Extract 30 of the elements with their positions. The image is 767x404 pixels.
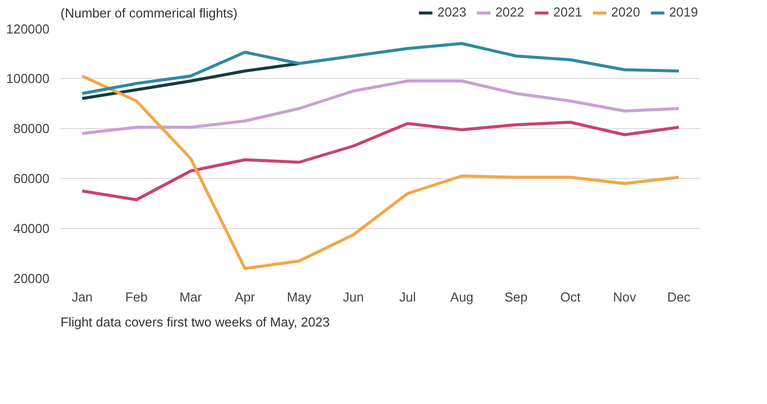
x-tick-label: Mar <box>179 290 203 304</box>
x-tick-label: Nov <box>613 290 637 304</box>
line-series <box>80 74 680 270</box>
x-tick-label: Aug <box>450 290 474 304</box>
y-tick-label: 120000 <box>6 22 50 36</box>
chart-title: (Number of commerical flights) <box>60 6 238 20</box>
x-tick-label: Jun <box>342 290 364 304</box>
legend-label: 2023 <box>437 4 466 20</box>
y-tick-label: 80000 <box>13 121 50 136</box>
x-tick-label: Oct <box>560 290 581 304</box>
y-tick-label: 20000 <box>13 271 50 286</box>
x-tick-label: Sep <box>504 290 528 304</box>
x-tick-label: Dec <box>667 290 691 304</box>
x-tick-label: Jan <box>72 290 93 304</box>
x-tick-label: Feb <box>125 290 148 304</box>
x-tick-label: Jul <box>399 290 416 304</box>
line-series <box>80 120 680 202</box>
legend-label: 2022 <box>495 4 524 20</box>
legend-label: 2020 <box>611 4 640 20</box>
line-series <box>80 62 301 100</box>
x-tick-label: May <box>286 290 312 304</box>
legend-label: 2021 <box>553 4 582 20</box>
x-tick-label: Apr <box>234 290 256 304</box>
text: Flight data covers first two weeks of May, 2023 <box>60 314 330 330</box>
y-tick-label: 60000 <box>13 171 50 186</box>
y-tick-label: 40000 <box>13 221 50 236</box>
y-tick-label: 100000 <box>6 71 50 86</box>
line-series <box>80 80 680 135</box>
line-series <box>80 42 680 95</box>
legend-label: 2019 <box>669 4 698 20</box>
